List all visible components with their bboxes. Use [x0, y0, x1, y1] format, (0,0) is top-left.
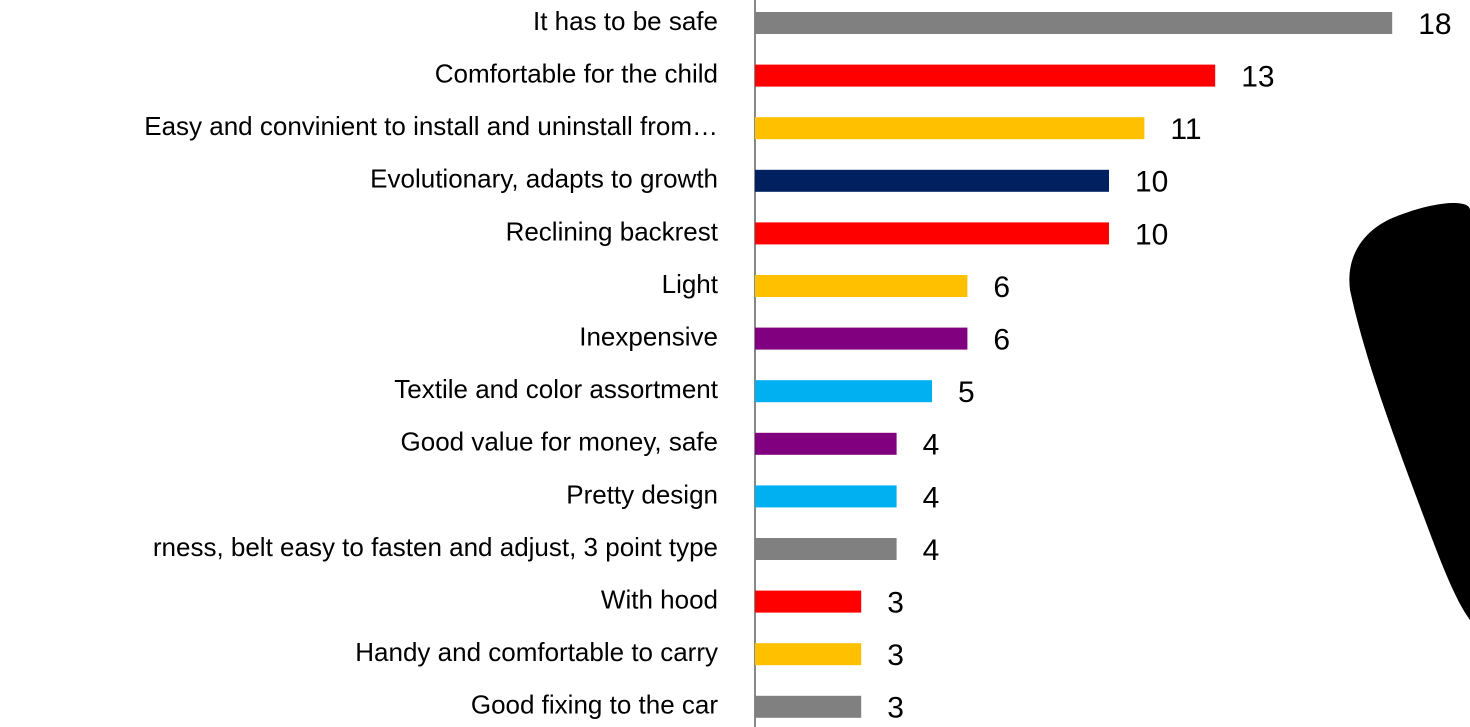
value-label: 3 [887, 692, 904, 725]
category-label: Light [662, 269, 719, 299]
category-label: Good fixing to the car [471, 690, 718, 720]
bar [755, 643, 862, 666]
bar [755, 169, 1109, 192]
value-label: 18 [1418, 8, 1451, 41]
value-label: 4 [923, 534, 940, 567]
value-label: 3 [887, 639, 904, 672]
bar [755, 117, 1145, 140]
value-label: 11 [1170, 113, 1201, 146]
category-label: Easy and convinient to install and unins… [144, 111, 718, 141]
value-label: 3 [887, 587, 904, 620]
bar [755, 485, 897, 508]
category-label: It has to be safe [533, 6, 718, 36]
category-label: Textile and color assortment [394, 374, 718, 404]
bar [755, 222, 1109, 245]
bar [755, 275, 968, 297]
bar [755, 64, 1216, 87]
value-label: 6 [993, 324, 1010, 357]
category-label: With hood [601, 584, 718, 614]
bar [755, 12, 1393, 34]
value-label: 13 [1241, 61, 1274, 94]
value-label: 10 [1135, 166, 1168, 199]
bar [755, 590, 862, 613]
value-label: 4 [923, 429, 940, 462]
bar [755, 695, 862, 718]
value-label: 10 [1135, 218, 1168, 251]
category-label: Inexpensive [579, 321, 718, 351]
value-label: 6 [993, 271, 1010, 304]
category-label: Comfortable for the child [435, 58, 718, 88]
category-label: Evolutionary, adapts to growth [370, 164, 718, 194]
bar [755, 327, 968, 350]
category-label: Reclining backrest [506, 216, 719, 246]
value-label: 5 [958, 376, 975, 409]
category-label: Pretty design [566, 479, 718, 509]
bar [755, 380, 932, 403]
decorative-figure [1349, 203, 1470, 620]
bar [755, 432, 897, 455]
bar [755, 538, 897, 560]
category-label: Good value for money, safe [401, 427, 718, 457]
value-label: 4 [923, 481, 940, 514]
category-label: Handy and comfortable to carry [355, 637, 718, 667]
category-label: rness, belt easy to fasten and adjust, 3… [153, 532, 718, 562]
